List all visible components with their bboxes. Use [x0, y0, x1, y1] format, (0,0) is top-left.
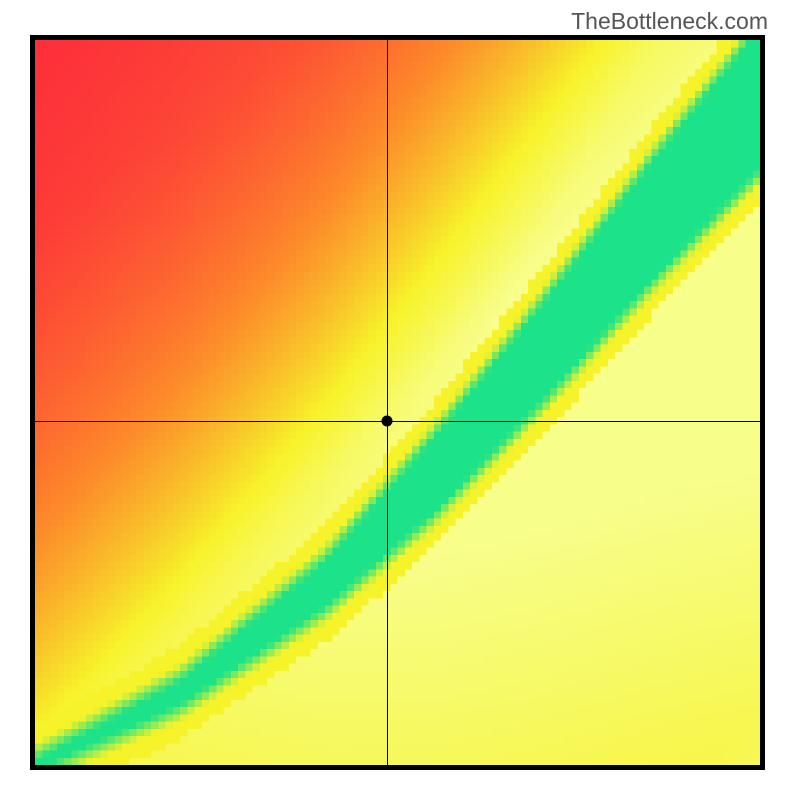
crosshair-vertical: [387, 40, 388, 765]
heatmap-canvas: [35, 40, 760, 765]
crosshair-horizontal: [35, 421, 760, 422]
heatmap-plot-area: [30, 35, 765, 770]
crosshair-marker-dot: [381, 415, 392, 426]
watermark-text: TheBottleneck.com: [571, 8, 768, 35]
